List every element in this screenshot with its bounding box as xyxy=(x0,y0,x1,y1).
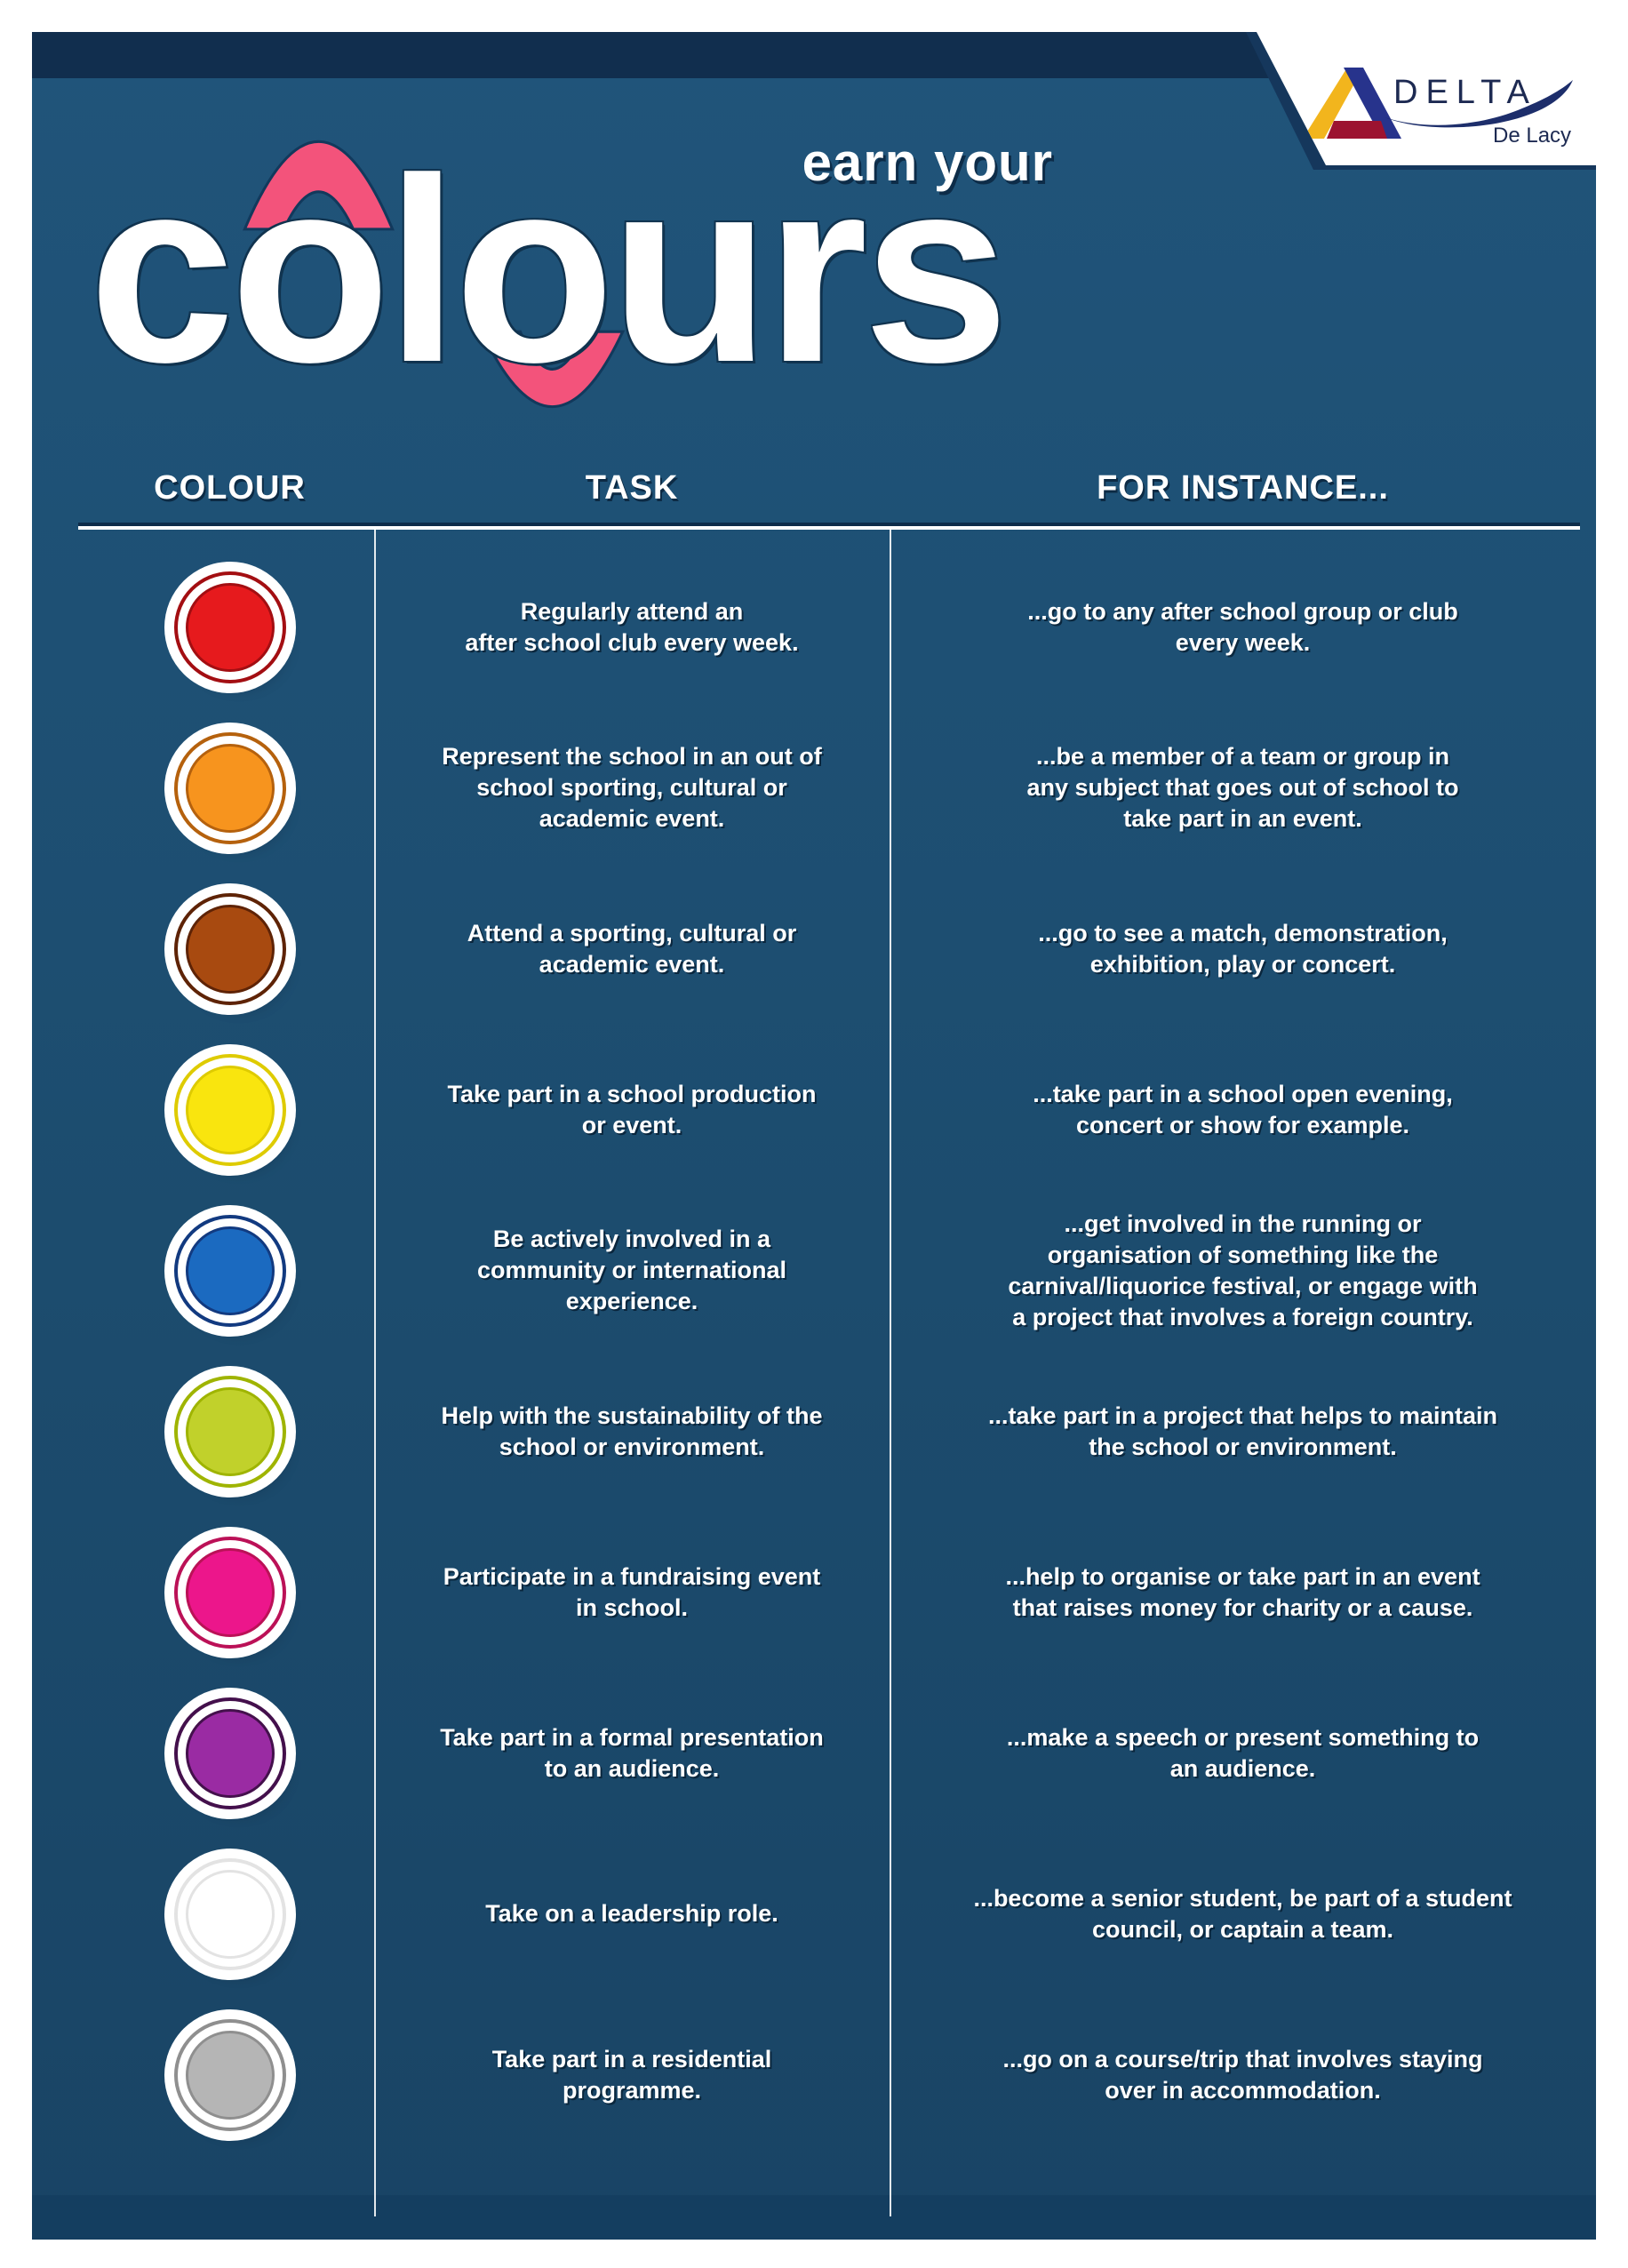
task-text-orange: Represent the school in an out of school… xyxy=(442,743,822,832)
table-row-purple: Take part in a formal presentation to an… xyxy=(32,1673,1596,1833)
instance-text-grey: ...go on a course/trip that involves sta… xyxy=(1002,2045,1483,2104)
table-header-row: COLOUR TASK FOR INSTANCE... xyxy=(32,450,1596,526)
red-colour-dot xyxy=(185,582,275,672)
white-colour-dot xyxy=(185,1869,275,1959)
header-divider xyxy=(78,526,1580,530)
table-row-brown: Attend a sporting, cultural or academic … xyxy=(32,868,1596,1029)
header-task: TASK xyxy=(585,468,679,507)
table-row-red: Regularly attend an after school club ev… xyxy=(32,547,1596,707)
table-row-white: Take on a leadership role. ...become a se… xyxy=(32,1833,1596,1994)
delta-logo-icon: DELTA De Lacy xyxy=(1303,68,1573,148)
instance-text-white: ...become a senior student, be part of a… xyxy=(973,1884,1512,1943)
table-row-yellow: Take part in a school production or even… xyxy=(32,1029,1596,1190)
brown-colour-dot xyxy=(185,904,275,994)
instance-text-brown: ...go to see a match, demonstration, exh… xyxy=(1038,919,1448,978)
grey-colour-dot xyxy=(185,2030,275,2120)
pink-colour-dot xyxy=(185,1547,275,1637)
poster: DELTA De Lacy earn your colours COLOUR T… xyxy=(32,32,1596,2240)
logo-brand-text: DELTA xyxy=(1393,74,1537,111)
bottom-strip xyxy=(32,2195,1596,2240)
task-text-yellow: Take part in a school production or even… xyxy=(447,1080,817,1138)
task-text-blue: Be actively involved in a community or i… xyxy=(476,1226,787,1314)
blue-colour-dot xyxy=(185,1226,275,1315)
lime-colour-dot xyxy=(185,1386,275,1476)
task-text-lime: Help with the sustainability of the scho… xyxy=(441,1402,823,1460)
logo-plate: DELTA De Lacy xyxy=(1257,32,1596,165)
instance-text-purple: ...make a speech or present something to… xyxy=(1006,1723,1480,1782)
yellow-colour-dot xyxy=(185,1065,275,1154)
table-row-blue: Be actively involved in a community or i… xyxy=(32,1190,1596,1351)
instance-text-lime: ...take part in a project that helps to … xyxy=(987,1402,1498,1460)
title-pretext: earn your xyxy=(802,132,1053,192)
task-text-white: Take on a leadership role. xyxy=(485,1900,778,1927)
orange-colour-dot xyxy=(185,743,275,833)
instance-text-yellow: ...take part in a school open evening, c… xyxy=(1033,1080,1453,1138)
task-text-brown: Attend a sporting, cultural or academic … xyxy=(467,919,797,978)
instance-text-orange: ...be a member of a team or group in any… xyxy=(1026,743,1459,832)
purple-colour-dot xyxy=(185,1708,275,1798)
table-row-orange: Represent the school in an out of school… xyxy=(32,707,1596,868)
header-colour: COLOUR xyxy=(154,468,306,507)
task-text-grey: Take part in a residential programme. xyxy=(491,2045,772,2104)
instance-text-pink: ...help to organise or take part in an e… xyxy=(1005,1562,1480,1621)
instance-text-red: ...go to any after school group or club … xyxy=(1027,597,1458,656)
colours-table: COLOUR TASK FOR INSTANCE... Regularly at… xyxy=(32,450,1596,2216)
table-row-grey: Take part in a residential programme....… xyxy=(32,1994,1596,2155)
column-divider-2 xyxy=(890,528,891,2216)
header-for-instance: FOR INSTANCE... xyxy=(1097,468,1389,507)
pink-circumflex-arc xyxy=(243,140,395,231)
table-body: Regularly attend an after school club ev… xyxy=(32,528,1596,2216)
logo-sub-text: De Lacy xyxy=(1493,124,1571,148)
task-text-red: Regularly attend an after school club ev… xyxy=(465,597,799,656)
instance-text-blue: ...get involved in the running or organi… xyxy=(1008,1210,1478,1330)
table-row-lime: Help with the sustainability of the scho… xyxy=(32,1351,1596,1512)
column-divider-1 xyxy=(374,528,376,2216)
table-row-pink: Participate in a fundraising event in sc… xyxy=(32,1512,1596,1673)
pink-smile-arc xyxy=(479,330,626,409)
task-text-pink: Participate in a fundraising event in sc… xyxy=(443,1562,821,1621)
page-title: colours xyxy=(89,124,1010,417)
task-text-purple: Take part in a formal presentation to an… xyxy=(440,1723,824,1782)
